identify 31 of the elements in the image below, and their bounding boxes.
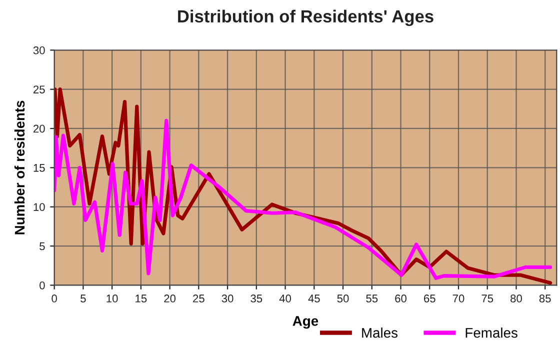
x-tick-label: 10 xyxy=(106,294,118,302)
x-tick-label: 70 xyxy=(452,294,464,302)
legend-label: Females xyxy=(466,328,518,338)
y-tick-label: 25 xyxy=(33,86,45,94)
y-tick-label: 5 xyxy=(40,242,45,250)
x-tick-label: 30 xyxy=(222,294,234,302)
y-tick-label: 10 xyxy=(34,203,45,211)
x-tick-label: 60 xyxy=(395,294,406,302)
x-tick-label: 65 xyxy=(424,294,436,302)
x-tick-label: 85 xyxy=(539,294,551,302)
x-tick-label: 80 xyxy=(510,294,522,302)
x-tick-label: 50 xyxy=(337,294,349,302)
line-series xyxy=(54,118,552,280)
x-tick-label: 25 xyxy=(193,294,204,302)
y-tick-label: 0 xyxy=(40,281,45,290)
y-tick-label: 15 xyxy=(34,164,45,172)
y-tick-label: 20 xyxy=(33,124,45,133)
x-tick-label: 75 xyxy=(482,294,494,302)
x-tick-label: 15 xyxy=(136,294,147,302)
chart-title: Distribution of Residents' Ages xyxy=(178,10,434,26)
x-tick-label: 40 xyxy=(279,294,292,302)
x-tick-label: 20 xyxy=(164,294,176,302)
x-tick-label: 45 xyxy=(308,294,320,302)
x-tick-label: 0 xyxy=(52,294,57,302)
y-axis-title: Number of residents xyxy=(14,100,25,234)
y-tick-label: 30 xyxy=(33,46,45,54)
x-tick-label: 5 xyxy=(80,294,86,302)
x-tick-label: 35 xyxy=(250,294,262,302)
x-tick-label: 55 xyxy=(366,294,378,302)
legend-label: Males xyxy=(362,328,398,338)
x-axis-title: Age xyxy=(292,316,318,329)
